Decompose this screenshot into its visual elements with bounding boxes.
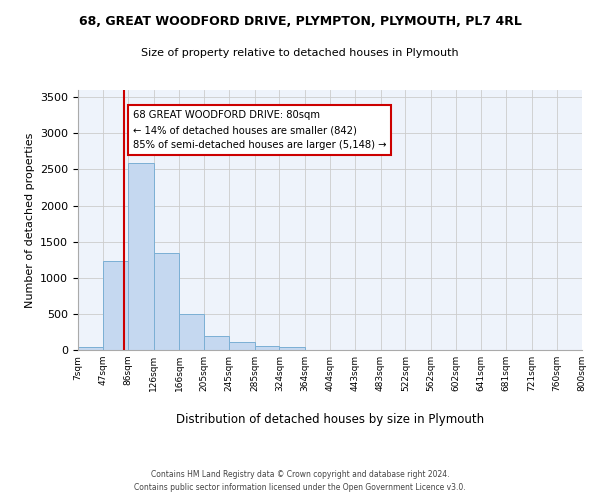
Text: Size of property relative to detached houses in Plymouth: Size of property relative to detached ho… [141,48,459,58]
Text: 68 GREAT WOODFORD DRIVE: 80sqm
← 14% of detached houses are smaller (842)
85% of: 68 GREAT WOODFORD DRIVE: 80sqm ← 14% of … [133,110,386,150]
Bar [128,163,154,350]
Bar [280,347,305,350]
Bar [103,261,128,350]
Bar [254,346,280,350]
Bar [204,336,229,350]
Text: Distribution of detached houses by size in Plymouth: Distribution of detached houses by size … [176,412,484,426]
Bar [179,314,204,350]
Bar [154,252,179,350]
Text: 68, GREAT WOODFORD DRIVE, PLYMPTON, PLYMOUTH, PL7 4RL: 68, GREAT WOODFORD DRIVE, PLYMPTON, PLYM… [79,15,521,28]
Bar [78,347,103,350]
Text: Contains HM Land Registry data © Crown copyright and database right 2024.
Contai: Contains HM Land Registry data © Crown c… [134,470,466,492]
Bar [229,342,254,350]
Y-axis label: Number of detached properties: Number of detached properties [25,132,35,308]
